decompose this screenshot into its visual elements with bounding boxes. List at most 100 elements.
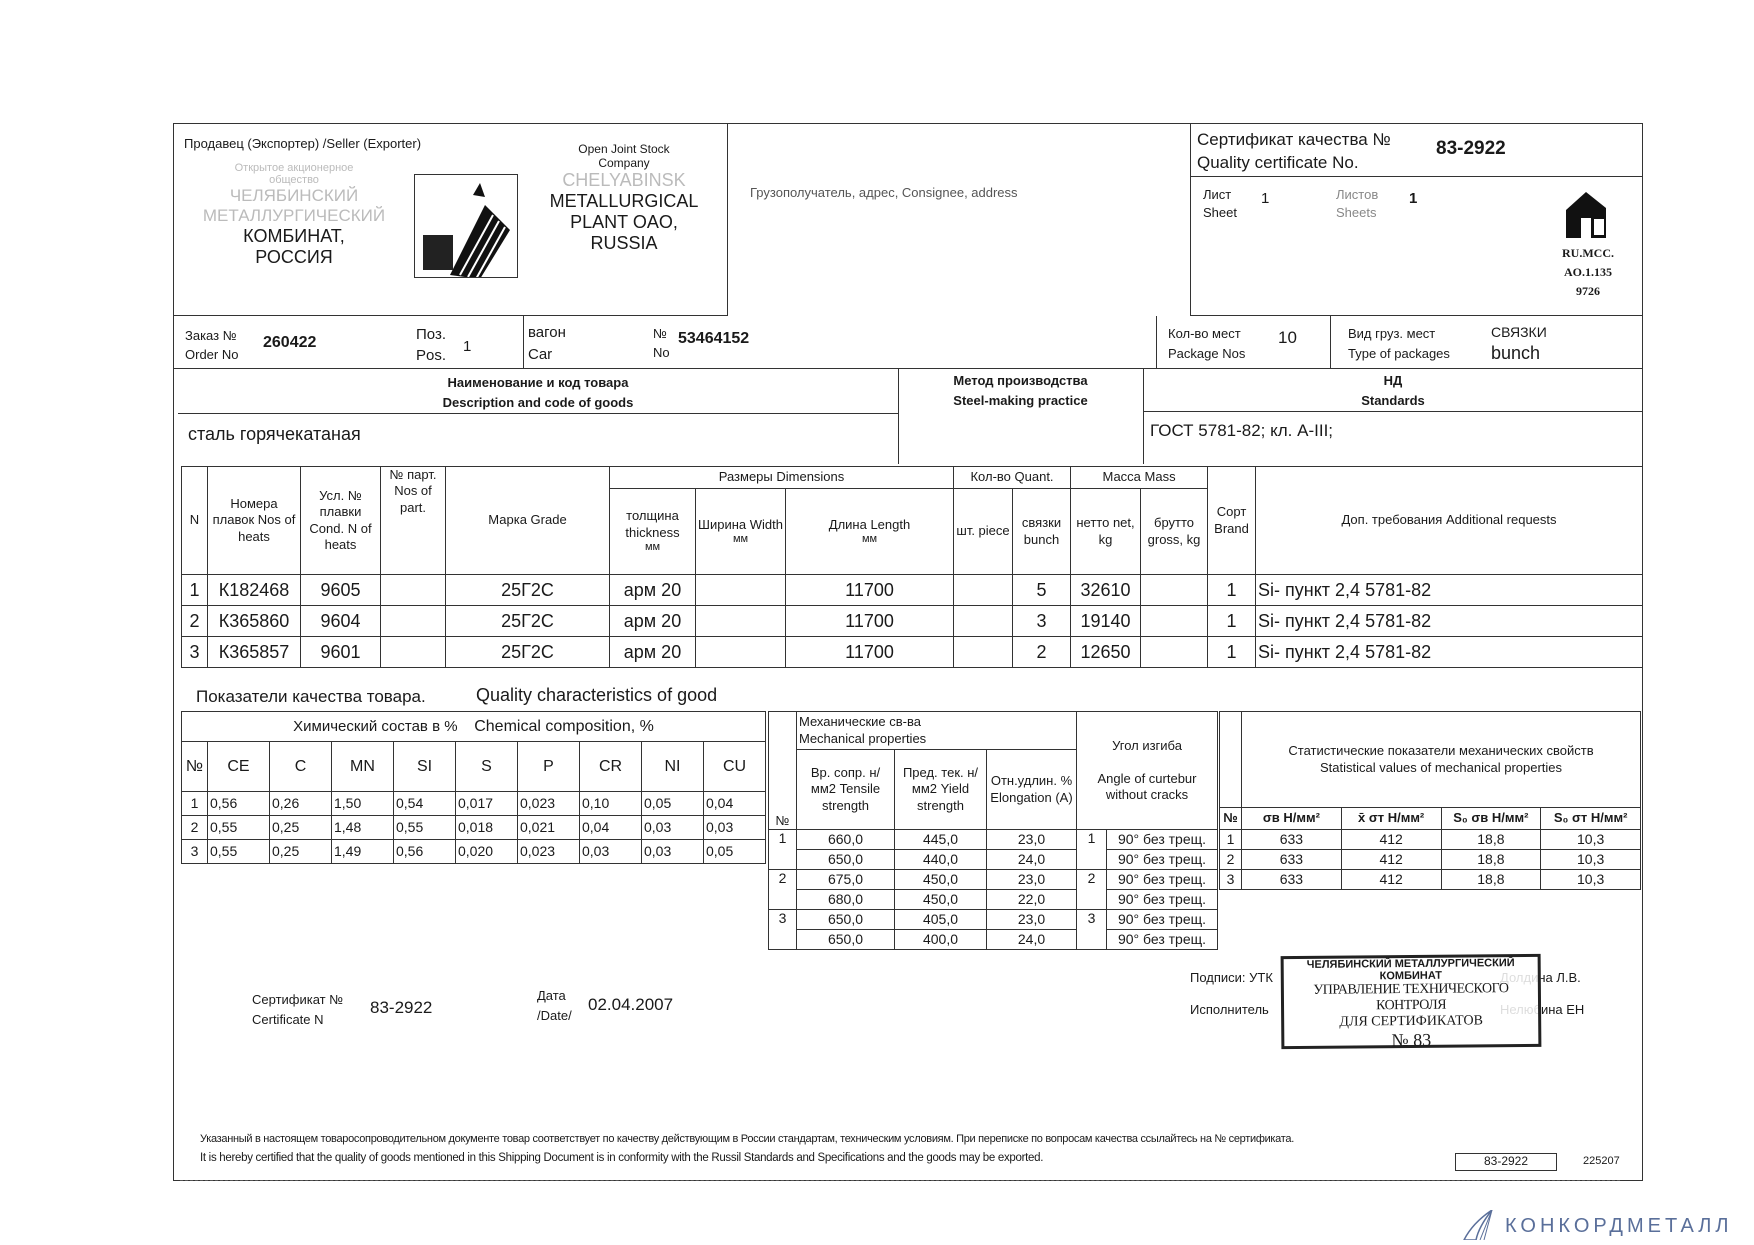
package-type-value: СВЯЗКИ bunch (1491, 324, 1547, 363)
chem-cell: 0,05 (641, 791, 704, 816)
cell-width (695, 605, 786, 637)
mech-yield: 445,0 (894, 829, 987, 850)
description-header: Наименование и код товара Description and… (442, 375, 634, 410)
cell-net: 32610 (1070, 574, 1142, 606)
chem-cell: 0,023 (517, 791, 580, 816)
goods-table: N Номера плавок Nos of heats Усл. № плав… (181, 466, 1643, 668)
mc-certification-mark-icon (1561, 190, 1611, 240)
footer-code: 225207 (1583, 1155, 1620, 1167)
chem-col-9: CU (703, 741, 766, 792)
bend-result: 90° без трещ. (1106, 909, 1218, 930)
cell-thickness: арм 20 (609, 574, 696, 606)
chem-col-3: MN (331, 741, 394, 792)
table-row: 1 0,56 0,26 1,50 0,54 0,017 0,023 0,10 0,05 0,04 (181, 791, 766, 816)
stat-col-1: σв Н/мм² (1241, 807, 1342, 830)
table-row: 3 633 412 18,8 10,3 (1219, 869, 1641, 890)
table-row: 3 0,55 0,25 1,49 0,56 0,020 0,023 0,03 0,03 0,05 (181, 839, 766, 864)
standards-header: НД Standards (1361, 373, 1425, 408)
mech-tensile: 650,0 (796, 929, 895, 950)
mech-col-tensile: Вр. сопр. н/мм2 Tensile strength (796, 749, 895, 830)
packages-value: 10 (1278, 328, 1297, 347)
cell-brand: 1 (1207, 574, 1257, 606)
order-label: Заказ № Order No (185, 328, 239, 362)
stat-cell: 412 (1340, 849, 1442, 870)
mech-yield: 405,0 (894, 909, 987, 930)
chem-col-0: № (181, 741, 208, 792)
col-grade: Марка Grade (445, 466, 610, 575)
col-n: N (181, 466, 208, 575)
cell-thickness: арм 20 (609, 605, 696, 637)
stat-cell: 633 (1241, 829, 1342, 850)
quality-title-ru: Показатели качества товара. (196, 687, 426, 706)
mech-elongation: 23,0 (986, 909, 1077, 930)
chem-cell: 0,04 (579, 815, 642, 840)
sheet-label: Лист Sheet (1203, 187, 1237, 220)
cell-cond: 9601 (300, 636, 381, 668)
order-number: 260422 (263, 334, 317, 351)
cell-cond: 9605 (300, 574, 381, 606)
cell-length: 11700 (784, 574, 955, 606)
footer-line-en: It is hereby certified that the quality … (200, 1152, 1044, 1164)
stat-cell: 18,8 (1440, 829, 1542, 850)
cell-heat: К182468 (207, 574, 301, 606)
chem-cell: 0,56 (207, 791, 270, 816)
bend-result: 90° без трещ. (1106, 889, 1218, 910)
table-row: 3 650,0 405,0 23,0 3 90° без трещ. (768, 909, 1218, 950)
chem-col-1: CE (207, 741, 270, 792)
seller-label: Продавец (Экспортер) /Seller (Exporter) (184, 136, 422, 151)
mech-tensile: 675,0 (796, 869, 895, 890)
chem-col-4: SI (393, 741, 456, 792)
certificate-label: Сертификат качества № Quality certificate… (1197, 130, 1391, 172)
col-part: № парт. Nos of part. (380, 466, 446, 575)
col-length: Длина Length мм (784, 488, 955, 575)
table-row: 2 675,0 450,0 23,0 2 90° без трещ. (768, 869, 1218, 910)
description-value: сталь горячекатаная (188, 424, 361, 444)
cell-grade: 25Г2С (445, 636, 610, 668)
seller-name-en: Open Joint Stock Company CHELYABINSK MET… (549, 142, 699, 253)
col-mass: Масса Mass (1070, 466, 1209, 489)
mech-yield: 440,0 (894, 849, 987, 870)
stat-cell: 10,3 (1540, 829, 1641, 850)
mechanical-title: Механические св-ва Mechanical properties (796, 711, 1077, 750)
cell-part (380, 605, 446, 637)
mech-elongation: 23,0 (986, 869, 1077, 890)
bend-sample-no: 1 (1076, 829, 1107, 870)
chem-cell: 0,05 (703, 839, 766, 864)
table-row: 2 К365860 9604 25Г2С арм 20 11700 3 19140 1 Si- п… (181, 605, 1643, 637)
sail-logo-icon (1462, 1209, 1498, 1241)
table-row: 1 К182468 9605 25Г2С арм 20 11700 5 32610 1 Si- п… (181, 574, 1643, 606)
mech-col-elongation: Отн.удлин. % Elongation (A) (986, 749, 1077, 830)
stat-col-0: № (1219, 807, 1242, 830)
cell-additional: Si- пункт 2,4 5781-82 (1255, 636, 1643, 668)
chem-cell: 0,023 (517, 839, 580, 864)
bend-result: 90° без трещ. (1106, 849, 1218, 870)
col-piece: шт. piece (953, 488, 1014, 575)
standards-value: ГОСТ 5781-82; кл. А-III; (1150, 421, 1334, 440)
sheets-label: Листов Sheets (1336, 187, 1379, 220)
signed-label: Подписи: УТК (1190, 970, 1273, 985)
mech-tensile: 650,0 (796, 849, 895, 870)
table-row: 3 К365857 9601 25Г2С арм 20 11700 2 12650 1 Si- п… (181, 636, 1643, 668)
chem-cell: 0,55 (207, 839, 270, 864)
bend-result: 90° без трещ. (1106, 829, 1218, 850)
cell-n: 2 (181, 605, 208, 637)
cell-length: 11700 (784, 636, 955, 668)
cell-heat: К365860 (207, 605, 301, 637)
stat-cell: 633 (1241, 849, 1342, 870)
table-row: 1 660,0 445,0 23,0 1 90° без трещ. (768, 829, 1218, 870)
mechanical-table: № Механические св-ва Mechanical propertie… (768, 711, 1218, 950)
cell-thickness: арм 20 (609, 636, 696, 668)
cell-n: 3 (181, 636, 208, 668)
mech-tensile: 650,0 (796, 909, 895, 930)
chem-cell: 0,04 (703, 791, 766, 816)
steel-rods-logo-icon (414, 174, 518, 278)
cell-grade: 25Г2С (445, 605, 610, 637)
col-heat: Номера плавок Nos of heats (207, 466, 301, 575)
statistical-title: Статистические показатели механических с… (1241, 711, 1641, 808)
cell-grade: 25Г2С (445, 574, 610, 606)
sheet-value: 1 (1261, 190, 1270, 207)
chemical-title: Химический состав в % Chemical compositi… (181, 711, 766, 742)
chem-col-7: CR (579, 741, 642, 792)
statistical-table: Статистические показатели механических с… (1219, 711, 1641, 890)
mech-sample-no: 2 (768, 869, 797, 910)
